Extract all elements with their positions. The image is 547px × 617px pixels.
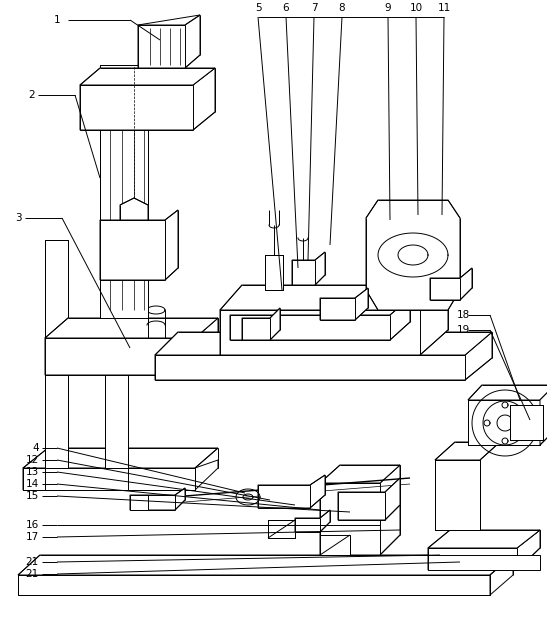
Polygon shape — [258, 475, 325, 508]
Polygon shape — [220, 285, 448, 310]
Text: 17: 17 — [26, 532, 39, 542]
Polygon shape — [138, 15, 200, 68]
Text: 7: 7 — [311, 3, 317, 13]
Polygon shape — [80, 68, 215, 85]
Polygon shape — [435, 442, 500, 460]
Polygon shape — [435, 460, 480, 530]
Polygon shape — [230, 298, 410, 340]
Polygon shape — [242, 308, 280, 340]
Text: 2: 2 — [28, 90, 35, 100]
Polygon shape — [100, 65, 148, 318]
Text: 19: 19 — [457, 325, 470, 335]
Polygon shape — [468, 400, 540, 445]
Polygon shape — [428, 530, 540, 548]
Polygon shape — [105, 240, 128, 468]
Text: 6: 6 — [283, 3, 289, 13]
Polygon shape — [292, 252, 325, 285]
Text: 14: 14 — [26, 479, 39, 489]
Polygon shape — [268, 520, 295, 538]
Polygon shape — [100, 210, 178, 280]
Text: 21: 21 — [26, 557, 39, 567]
Text: 3: 3 — [15, 213, 22, 223]
Polygon shape — [45, 468, 128, 490]
Polygon shape — [45, 240, 68, 468]
Polygon shape — [540, 385, 547, 445]
Polygon shape — [45, 318, 218, 375]
Text: 8: 8 — [339, 3, 345, 13]
Polygon shape — [320, 535, 350, 555]
Polygon shape — [510, 405, 543, 440]
Text: 15: 15 — [26, 491, 39, 501]
Polygon shape — [320, 465, 400, 555]
Polygon shape — [130, 495, 148, 510]
Polygon shape — [23, 448, 218, 468]
Text: 5: 5 — [255, 3, 261, 13]
Text: 11: 11 — [438, 3, 451, 13]
Polygon shape — [18, 555, 513, 575]
Polygon shape — [366, 200, 460, 310]
Polygon shape — [428, 555, 540, 570]
Text: 13: 13 — [26, 467, 39, 477]
Polygon shape — [155, 332, 492, 380]
Text: 9: 9 — [385, 3, 391, 13]
Text: 1: 1 — [54, 15, 60, 25]
Text: 18: 18 — [457, 310, 470, 320]
Polygon shape — [18, 575, 490, 595]
Polygon shape — [120, 198, 148, 220]
Polygon shape — [338, 478, 400, 520]
Polygon shape — [155, 332, 492, 355]
Polygon shape — [130, 488, 185, 510]
Text: 4: 4 — [32, 443, 39, 453]
Polygon shape — [320, 465, 400, 483]
Polygon shape — [320, 288, 368, 320]
Polygon shape — [430, 268, 472, 300]
Polygon shape — [220, 285, 448, 355]
Text: 12: 12 — [26, 455, 39, 465]
Polygon shape — [45, 318, 218, 338]
Polygon shape — [428, 530, 540, 570]
Polygon shape — [23, 460, 218, 490]
Polygon shape — [468, 385, 547, 400]
Polygon shape — [490, 555, 513, 595]
Polygon shape — [80, 68, 215, 130]
Text: 21: 21 — [26, 569, 39, 579]
Polygon shape — [295, 510, 330, 532]
Polygon shape — [265, 255, 283, 290]
Text: 10: 10 — [410, 3, 423, 13]
Polygon shape — [23, 468, 195, 490]
Text: 16: 16 — [26, 520, 39, 530]
